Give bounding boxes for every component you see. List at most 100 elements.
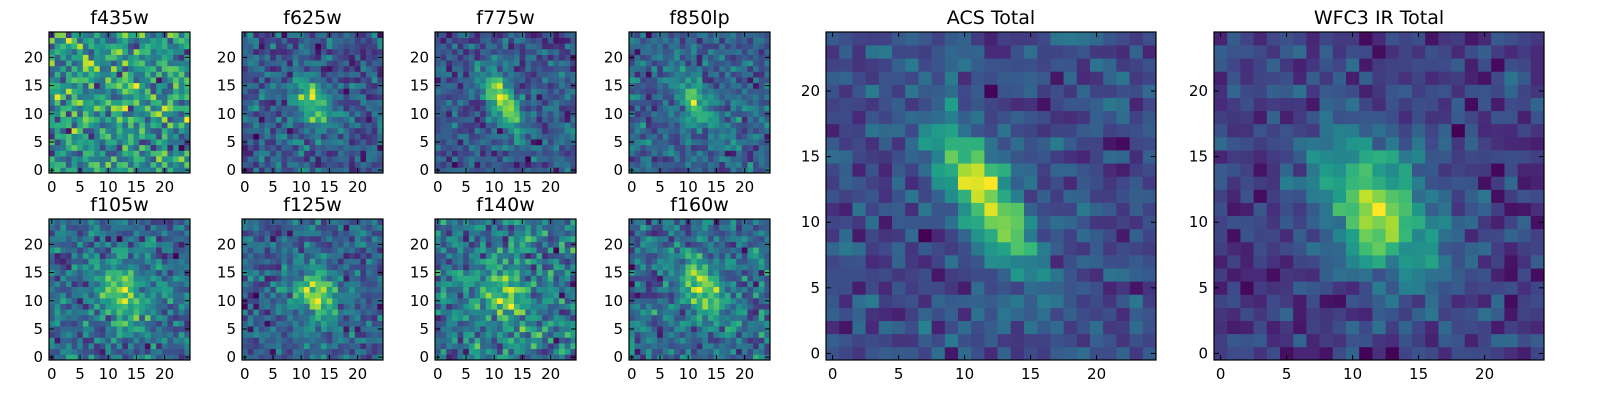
heatmap-cell xyxy=(184,60,191,67)
heatmap-cell xyxy=(270,110,277,117)
heatmap-cell xyxy=(122,99,129,106)
heatmap-cell xyxy=(315,281,322,288)
heatmap-cell xyxy=(71,139,78,146)
heatmap-cell xyxy=(679,54,686,61)
heatmap-cell xyxy=(371,156,378,163)
heatmap-cell xyxy=(94,297,101,304)
heatmap-cell xyxy=(525,281,532,288)
heatmap-cell xyxy=(440,88,447,95)
heatmap-cell xyxy=(468,99,475,106)
heatmap-cell xyxy=(144,99,151,106)
heatmap-cell xyxy=(258,144,265,151)
heatmap-cell xyxy=(634,144,641,151)
heatmap-cell xyxy=(77,320,84,327)
heatmap-cell xyxy=(99,314,106,321)
heatmap-cell xyxy=(736,331,743,338)
heatmap-cell xyxy=(451,99,458,106)
heatmap-cell xyxy=(674,156,681,163)
heatmap-cell xyxy=(309,116,316,123)
heatmap-cell xyxy=(736,48,743,55)
heatmap-cell xyxy=(49,224,55,231)
heatmap-cell xyxy=(564,127,571,134)
heatmap-cell xyxy=(736,82,743,89)
heatmap-cell xyxy=(629,116,635,123)
heatmap-cell xyxy=(247,309,254,316)
heatmap-cell xyxy=(634,32,641,38)
heatmap-cell xyxy=(258,77,265,84)
heatmap-cell xyxy=(435,303,441,310)
heatmap-cell xyxy=(167,139,174,146)
heatmap-cell xyxy=(513,122,520,129)
heatmap-cell xyxy=(547,303,554,310)
heatmap-cell xyxy=(497,337,504,344)
heatmap-cell xyxy=(480,230,487,237)
heatmap-cell xyxy=(281,281,288,288)
heatmap-cell xyxy=(691,60,698,67)
heatmap-cell xyxy=(292,269,299,276)
heatmap-cell xyxy=(713,43,720,50)
heatmap-cell xyxy=(292,230,299,237)
heatmap-cell xyxy=(485,264,492,271)
heatmap-cell xyxy=(309,258,316,265)
heatmap-cell xyxy=(691,139,698,146)
heatmap-cell xyxy=(49,343,55,350)
heatmap-cell xyxy=(640,60,647,67)
heatmap-cell xyxy=(287,60,294,67)
heatmap-cell xyxy=(457,281,464,288)
heatmap-cell xyxy=(253,105,260,112)
heatmap-cell xyxy=(275,337,282,344)
heatmap-cell xyxy=(508,127,515,134)
heatmap-cell xyxy=(457,156,464,163)
x-tick-label: 0 xyxy=(240,178,250,196)
heatmap-cell xyxy=(691,331,698,338)
heatmap-cell xyxy=(707,354,714,361)
heatmap-cell xyxy=(315,77,322,84)
heatmap-cell xyxy=(480,337,487,344)
heatmap-cell xyxy=(88,241,95,248)
heatmap-cell xyxy=(116,337,123,344)
heatmap-cell xyxy=(122,252,129,259)
heatmap-cell xyxy=(292,122,299,129)
heatmap-cell xyxy=(679,116,686,123)
heatmap-cell xyxy=(668,331,675,338)
y-tick-label: 20 xyxy=(24,235,43,253)
heatmap-cell xyxy=(662,354,669,361)
heatmap-cell xyxy=(634,127,641,134)
heatmap-cell xyxy=(553,144,560,151)
heatmap-cell xyxy=(547,133,554,140)
heatmap-cell xyxy=(253,314,260,321)
heatmap-cell xyxy=(463,43,470,50)
heatmap-cell xyxy=(82,105,89,112)
heatmap-cell xyxy=(629,37,635,44)
heatmap-cell xyxy=(270,99,277,106)
heatmap-cell xyxy=(332,32,339,38)
heatmap-cell xyxy=(463,224,470,231)
heatmap-cell xyxy=(691,54,698,61)
heatmap-cell xyxy=(634,326,641,333)
heatmap-cell xyxy=(645,116,652,123)
heatmap-cell xyxy=(360,161,367,168)
heatmap-cell xyxy=(707,297,714,304)
heatmap-cell xyxy=(116,269,123,276)
heatmap-cell xyxy=(525,343,532,350)
heatmap-cell xyxy=(480,99,487,106)
heatmap-cell xyxy=(707,320,714,327)
heatmap-cell xyxy=(281,258,288,265)
heatmap-cell xyxy=(275,122,282,129)
heatmap-cell xyxy=(371,224,378,231)
heatmap-cell xyxy=(275,82,282,89)
heatmap-cell xyxy=(111,292,118,299)
heatmap-cell xyxy=(559,252,566,259)
heatmap-cell xyxy=(94,235,101,242)
heatmap-cell xyxy=(133,161,140,168)
heatmap-cell xyxy=(94,320,101,327)
heatmap-cell xyxy=(634,99,641,106)
heatmap-cell xyxy=(270,127,277,134)
heatmap-cell xyxy=(349,224,356,231)
heatmap-cell xyxy=(99,133,106,140)
heatmap-cell xyxy=(371,54,378,61)
heatmap-cell xyxy=(468,343,475,350)
axes-frame xyxy=(628,31,771,174)
